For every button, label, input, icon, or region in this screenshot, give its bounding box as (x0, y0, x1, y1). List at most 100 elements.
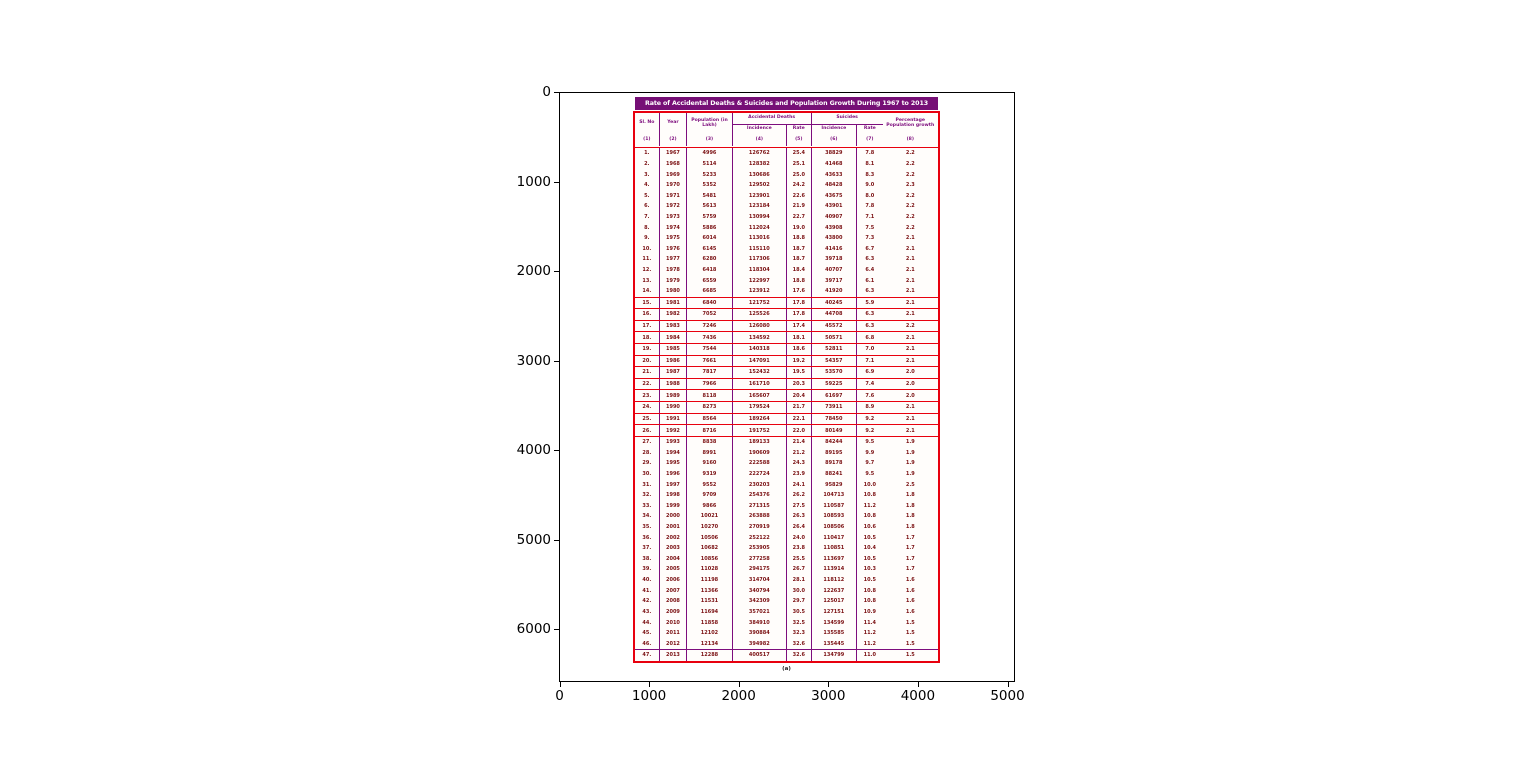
table-cell: 2.1 (905, 267, 915, 273)
table-row: 43. 2009 11694 357021 30.5 127151 10.9 1.6 (635, 606, 938, 618)
table-cell: 118112 (812, 574, 857, 586)
table-cell: 1.9 (905, 439, 915, 446)
header-column-number: (3) (687, 134, 733, 146)
y-tick-mark (554, 92, 559, 93)
table-cell: 8564 (687, 413, 733, 425)
table-cell: 39718 (812, 254, 857, 265)
table-row: 34. 2000 10021 263888 26.3 108593 10.8 1.8 (635, 511, 938, 522)
table-cell: 1997 (660, 479, 688, 490)
table-cell: 6.3 (865, 256, 875, 263)
table-cell: 2.1 (905, 277, 915, 284)
table-cell: 88241 (812, 468, 857, 480)
table-cell: 24.2 (787, 179, 812, 191)
table-cell: 10.5 (863, 577, 876, 584)
table-cell: 1974 (660, 222, 688, 233)
table-cell: 122997 (733, 275, 787, 286)
table-cell: 54357 (812, 355, 857, 367)
table-cell: 10.9 (863, 608, 876, 615)
table-cell: 34. (635, 511, 660, 522)
table-cell: 4. (635, 179, 660, 191)
table-cell: 39717 (812, 275, 857, 286)
table-cell: 1976 (660, 243, 688, 255)
table-row: 44. 2010 11858 384910 32.5 134599 11.4 1.5 (635, 617, 938, 628)
table-cell: 26.2 (787, 489, 812, 501)
table-cell: 27.5 (787, 500, 812, 512)
table-cell: 2005 (660, 564, 688, 575)
table-cell: 46. (635, 638, 660, 650)
table-cell: 108506 (812, 521, 857, 533)
table-cell: 1984 (660, 332, 688, 343)
table-cell: 118304 (733, 264, 787, 276)
table-cell: 9866 (687, 500, 733, 512)
table-cell: 11028 (687, 564, 733, 575)
table-cell: 2.1 (905, 299, 915, 306)
table-cell: 31. (635, 479, 660, 490)
table-cell: 52811 (812, 343, 857, 355)
table-cell: 190609 (733, 447, 787, 459)
table-row: 39. 2005 11028 294175 26.7 113914 10.3 1.7 (635, 564, 938, 575)
header-column-number: (5) (787, 134, 812, 146)
table-cell: 10.0 (863, 481, 876, 488)
y-tick-mark (554, 360, 559, 362)
table-cell: 2009 (660, 606, 688, 618)
table-cell: 104713 (812, 489, 857, 501)
table-cell: 1970 (660, 179, 688, 191)
table-cell: 41920 (812, 285, 857, 297)
table-cell: 12. (635, 264, 660, 276)
table-cell: 7.8 (865, 203, 875, 210)
table-cell: 18.8 (787, 232, 812, 244)
table-cell: 253905 (733, 542, 787, 554)
table-cell: 18.4 (787, 264, 812, 276)
table-cell: 40907 (812, 211, 857, 223)
x-tick-label: 2000 (721, 688, 756, 704)
table-header: Sl. No Year Population (in Lakh) Acciden… (635, 113, 938, 148)
table-cell: 15. (635, 297, 660, 309)
table-cell: 43908 (812, 222, 857, 233)
table-cell: 18.1 (787, 332, 812, 343)
table-cell: 314704 (733, 574, 787, 586)
table-row: 47. 2013 12288 400517 32.6 134799 11.0 1.5 (635, 650, 938, 661)
table-cell: 2006 (660, 574, 688, 586)
table-row: 30. 1996 9319 222724 23.9 88241 9.5 1.9 (635, 468, 938, 480)
table-cell: 7246 (687, 320, 733, 332)
table-cell: 40245 (812, 297, 857, 309)
table-cell: 7661 (687, 355, 733, 367)
table-row: 29. 1995 9160 222588 24.3 89178 9.7 1.9 (635, 458, 938, 469)
table-cell: 1969 (660, 169, 688, 180)
table-cell: 32.6 (787, 650, 812, 661)
table-cell: 53570 (812, 367, 857, 378)
table-cell: 2.2 (905, 150, 915, 157)
table-cell: 134599 (812, 617, 857, 628)
table-cell: 130686 (733, 169, 787, 180)
table-cell: 32.3 (787, 627, 812, 639)
table-cell: 23. (635, 390, 660, 402)
table-row: 38. 2004 10856 277258 25.5 113697 10.5 1.7 (635, 553, 938, 565)
table-cell: 10. (635, 243, 660, 255)
table-cell: 7. (635, 211, 660, 223)
table-cell: 7.6 (865, 392, 875, 399)
table-cell: 123901 (733, 190, 787, 202)
table-cell: 1.9 (905, 470, 915, 477)
table-row: 35. 2001 10270 270919 26.4 108506 10.6 1.8 (635, 521, 938, 533)
table-cell: 294175 (733, 564, 787, 575)
table-cell: 1989 (660, 390, 688, 402)
x-tick-mark (828, 682, 830, 687)
header-column-number: (7) (866, 136, 874, 142)
table-cell: 127151 (812, 606, 857, 618)
header-group-accidental-deaths: Accidental Deaths (732, 113, 812, 125)
header-column-number: (6) (812, 134, 857, 146)
table-cell: 110851 (812, 542, 857, 554)
table-row: 24. 1990 8273 179524 21.7 73911 8.9 2.1 (635, 402, 938, 414)
table-cell: 2.3 (905, 182, 915, 189)
table-cell: 25.1 (787, 158, 812, 170)
table-cell: 45. (635, 627, 660, 639)
table-cell: 6559 (687, 275, 733, 286)
table-cell: 78450 (812, 413, 857, 425)
table-cell: 10.5 (863, 555, 876, 562)
table-cell: 89178 (812, 458, 857, 469)
table-cell: 1987 (660, 367, 688, 378)
table-cell: 2.1 (905, 288, 915, 295)
table-cell: 152432 (733, 367, 787, 378)
table-cell: 135445 (812, 638, 857, 650)
table-cell: 2.2 (905, 323, 915, 330)
